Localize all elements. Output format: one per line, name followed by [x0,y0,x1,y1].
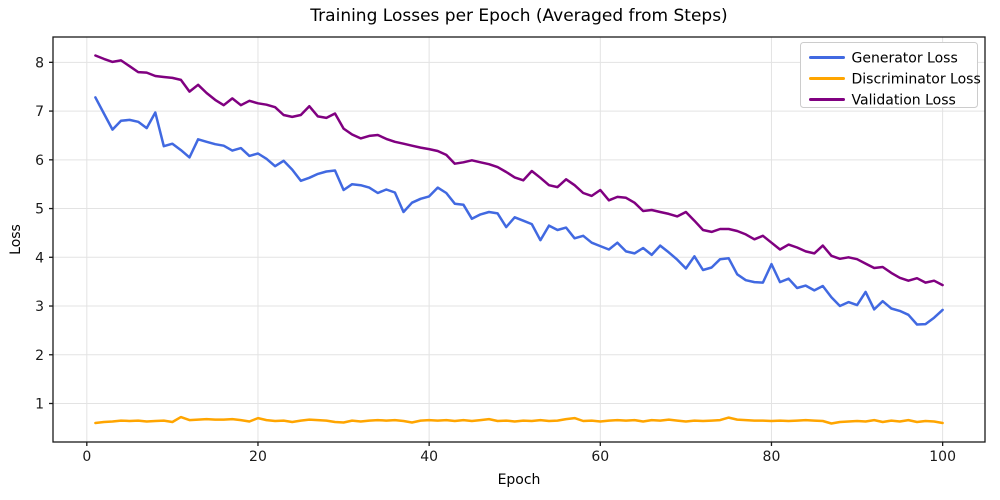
y-tick-label: 4 [35,250,44,266]
y-tick-label: 3 [35,299,44,315]
legend-label: Generator Loss [852,51,958,67]
x-tick-label: 100 [929,449,956,465]
y-tick-label: 5 [35,202,44,218]
y-tick-label: 8 [35,55,44,71]
y-tick-label: 2 [35,348,44,364]
legend-label: Validation Loss [852,93,956,109]
legend [800,42,978,108]
y-axis-label: Loss [8,224,24,255]
chart-title: Training Losses per Epoch (Averaged from… [310,6,728,26]
x-axis-label: Epoch [498,472,541,488]
x-tick-label: 20 [249,449,267,465]
plot-border [52,36,986,443]
x-tick-label: 60 [591,449,609,465]
legend-label: Discriminator Loss [852,72,981,88]
x-tick-label: 0 [82,449,91,465]
y-tick-label: 1 [35,396,44,412]
y-tick-label: 6 [35,153,44,169]
series-line-validation-loss [94,54,944,287]
x-tick-label: 40 [420,449,438,465]
y-tick-label: 7 [35,104,44,120]
series-line-generator-loss [94,96,944,326]
x-tick-label: 80 [763,449,781,465]
series-line-discriminator-loss [94,415,944,425]
